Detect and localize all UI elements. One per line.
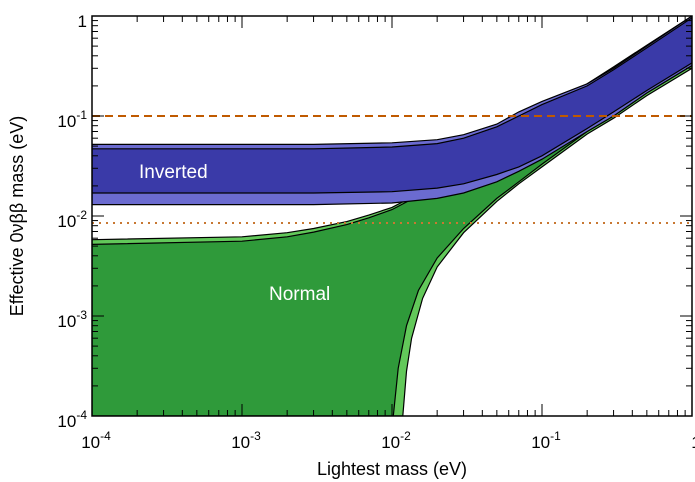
y-tick-label: 10-1 [57,108,87,131]
y-tick-label: 10-4 [57,408,87,431]
x-tick-label: 10-4 [81,429,111,452]
y-tick-label: 10-3 [57,308,87,331]
x-tick-label: 10-1 [531,429,561,452]
plot-frame [91,15,693,417]
x-tick-label: 10-3 [231,429,261,452]
normal-label: Normal [269,284,330,305]
x-tick-label: 1 [691,433,695,452]
inverted-inner-band [92,17,692,194]
y-axis-title: Effective 0νββ mass (eV) [7,116,27,316]
y-tick-label: 1 [78,12,87,31]
axis-tick-labels: 10-4 10-3 10-2 10-1 1 10-4 10-3 10-2 10-1 1 [57,12,695,452]
y-tick-label: 10-2 [57,208,87,231]
x-tick-label: 10-2 [381,429,411,452]
inverted-label: Inverted [139,162,208,183]
x-axis-title: Lightest mass (eV) [317,459,467,479]
